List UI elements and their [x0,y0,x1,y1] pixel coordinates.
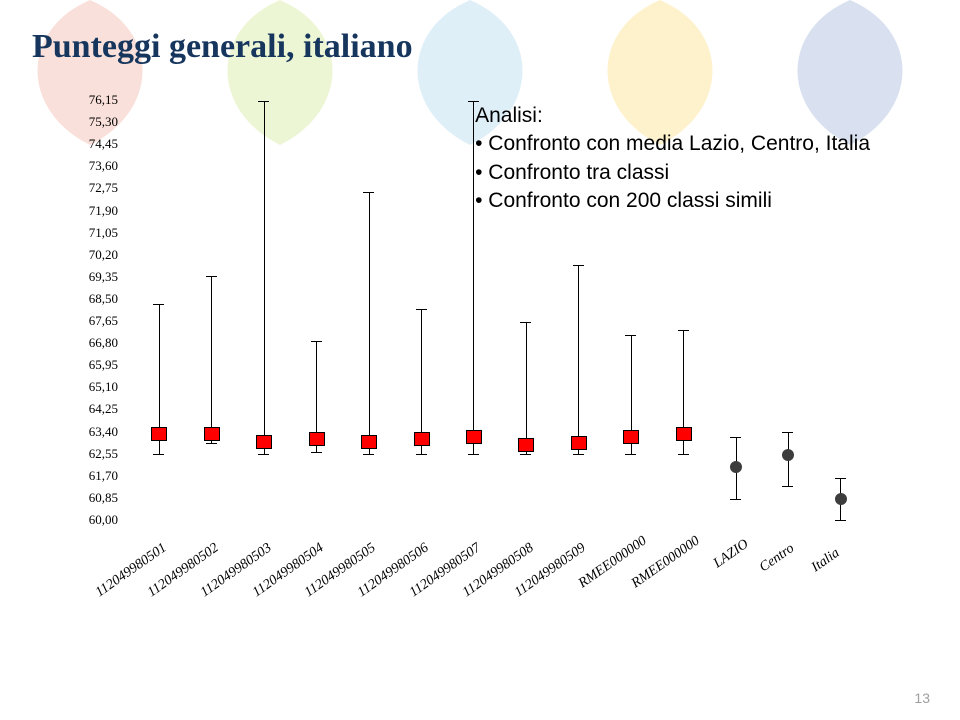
y-tick-label: 62,55 [60,446,118,462]
error-bar [526,322,527,453]
y-tick-label: 61,70 [60,468,118,484]
whisker-cap [468,454,479,455]
marker-square [361,435,377,449]
y-tick-label: 71,05 [60,225,118,241]
whisker-cap [782,486,793,487]
y-tick-label: 65,10 [60,379,118,395]
y-axis-labels: 76,1575,3074,4573,6072,7571,9071,0570,20… [60,100,122,520]
whisker-cap [730,499,741,500]
y-tick-label: 64,25 [60,401,118,417]
marker-square [256,435,272,449]
marker-square [151,427,167,441]
marker-dot [782,449,794,461]
error-bar [369,192,370,453]
y-tick-label: 72,75 [60,180,118,196]
whisker-cap [782,432,793,433]
x-tick-label: Italia [809,545,843,576]
y-tick-label: 70,20 [60,247,118,263]
marker-square [204,427,220,441]
y-tick-label: 68,50 [60,291,118,307]
whisker-cap [363,454,374,455]
x-axis-labels: 1120499805011120499805021120499805031120… [128,540,888,660]
whisker-cap [520,322,531,323]
chart: 76,1575,3074,4573,6072,7571,9071,0570,20… [60,100,900,660]
y-tick-label: 76,15 [60,92,118,108]
whisker-cap [730,437,741,438]
marker-square [414,432,430,446]
marker-square [623,430,639,444]
whisker-cap [520,454,531,455]
marker-square [309,432,325,446]
whisker-cap [416,309,427,310]
whisker-cap [153,454,164,455]
whisker-cap [363,192,374,193]
page-number: 13 [914,690,930,706]
y-tick-label: 67,65 [60,313,118,329]
whisker-cap [311,452,322,453]
y-tick-label: 60,00 [60,512,118,528]
marker-square [676,427,692,441]
whisker-cap [835,520,846,521]
y-tick-label: 71,90 [60,203,118,219]
whisker-cap [206,443,217,444]
whisker-cap [153,304,164,305]
error-bar [264,101,265,453]
y-tick-label: 65,95 [60,357,118,373]
y-tick-label: 66,80 [60,335,118,351]
whisker-cap [625,454,636,455]
slide: Punteggi generali, italiano Analisi: • C… [0,0,960,720]
page-title: Punteggi generali, italiano [32,28,413,66]
y-tick-label: 69,35 [60,269,118,285]
plot-area [128,100,888,520]
error-bar [473,101,474,453]
whisker-cap [258,101,269,102]
whisker-cap [573,265,584,266]
whisker-cap [835,478,846,479]
error-bar [211,276,212,444]
whisker-cap [206,276,217,277]
marker-dot [730,461,742,473]
y-tick-label: 63,40 [60,424,118,440]
y-tick-label: 75,30 [60,114,118,130]
marker-square [571,436,587,450]
whisker-cap [468,101,479,102]
whisker-cap [678,330,689,331]
x-tick-label: Centro [757,541,798,576]
error-bar [578,265,579,454]
y-tick-label: 74,45 [60,136,118,152]
marker-square [466,430,482,444]
marker-square [518,438,534,452]
whisker-cap [311,341,322,342]
whisker-cap [416,454,427,455]
y-tick-label: 60,85 [60,490,118,506]
whisker-cap [258,454,269,455]
x-tick-label: LAZIO [711,536,752,571]
marker-dot [835,493,847,505]
whisker-cap [678,454,689,455]
y-tick-label: 73,60 [60,158,118,174]
whisker-cap [573,454,584,455]
whisker-cap [625,335,636,336]
